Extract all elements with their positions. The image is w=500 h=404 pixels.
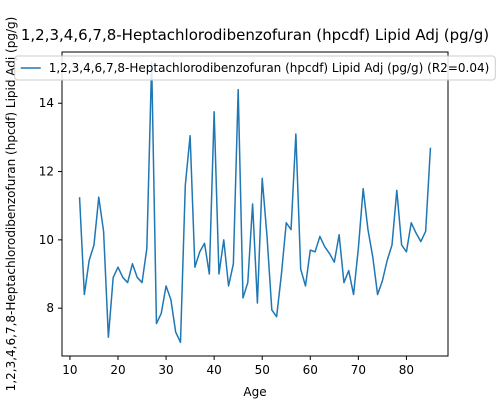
x-tick-label: 50 xyxy=(255,363,270,377)
x-tick-label: 10 xyxy=(62,363,77,377)
x-tick-label: 20 xyxy=(110,363,125,377)
x-axis-label: Age xyxy=(243,385,266,399)
y-tick-label: 10 xyxy=(39,233,54,247)
x-tick-label: 70 xyxy=(351,363,366,377)
x-tick-label: 40 xyxy=(207,363,222,377)
plot-frame xyxy=(61,51,449,357)
y-axis-label: 1,2,3,4,6,7,8-Heptachlorodibenzofuran (h… xyxy=(4,17,18,392)
legend-box xyxy=(14,55,496,81)
y-tick-label: 8 xyxy=(46,301,54,315)
y-tick-label: 14 xyxy=(39,96,54,110)
x-tick-label: 80 xyxy=(399,363,414,377)
series-layer xyxy=(78,61,432,344)
legend: 1,2,3,4,6,7,8-Heptachlorodibenzofuran (h… xyxy=(14,55,496,81)
x-tick-label: 30 xyxy=(158,363,173,377)
legend-series-label: 1,2,3,4,6,7,8-Heptachlorodibenzofuran (h… xyxy=(49,61,490,75)
axis-ticks: 10 20 30 40 50 60 70 80 8 10 12 14 xyxy=(39,96,414,377)
y-tick-label: 12 xyxy=(39,165,54,179)
x-tick-label: 60 xyxy=(303,363,318,377)
series-line xyxy=(78,61,432,344)
chart-title: 1,2,3,4,6,7,8-Heptachlorodibenzofuran (h… xyxy=(21,26,489,44)
